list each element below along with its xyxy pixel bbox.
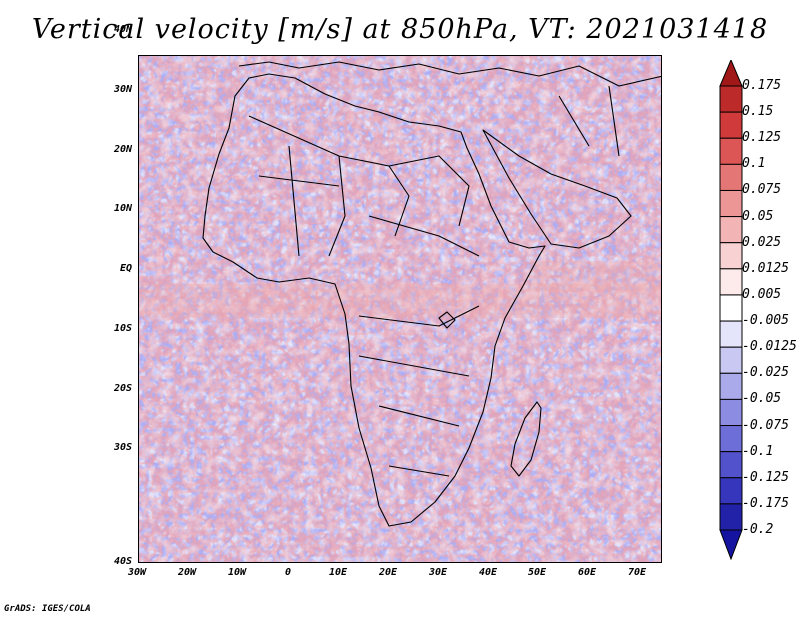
map-panel (138, 55, 662, 563)
colorbar-cell (719, 529, 743, 560)
colorbar-cell (719, 268, 743, 296)
lon-label: 10W (227, 567, 247, 578)
colorbar-cell (719, 189, 743, 218)
colorbar-label: -0.125 (742, 469, 789, 485)
lon-label: 50E (527, 567, 547, 578)
colorbar-cell (719, 137, 743, 165)
colorbar-cell (719, 60, 743, 87)
map-field (139, 56, 661, 562)
africa-coastline (202, 73, 546, 527)
europe-coastline (238, 61, 661, 87)
madagascar-outline (510, 401, 542, 477)
footer-credit: GrADS: IGES/COLA (4, 604, 91, 614)
colorbar-cell (719, 294, 743, 322)
country-borders (248, 85, 620, 477)
colorbar-label: 0.05 (742, 208, 774, 224)
colorbar-label: 0.075 (742, 182, 782, 198)
colorbar-label: 0.1 (742, 156, 766, 172)
colorbar-label: -0.175 (742, 495, 789, 511)
colorbar-cell (719, 111, 743, 139)
lon-label: 60E (577, 567, 597, 578)
colorbar-label: -0.05 (742, 391, 782, 407)
colorbar-label: -0.005 (742, 313, 789, 329)
colorbar-cell (719, 85, 743, 113)
colorbar-label: 0.125 (742, 130, 782, 146)
colorbar-cell (719, 242, 743, 270)
colorbar-label: -0.0125 (742, 339, 797, 355)
colorbar-cell (719, 163, 743, 191)
lat-label: 30S (113, 442, 132, 453)
colorbar-label: 0.005 (742, 286, 782, 302)
colorbar-cell (719, 477, 743, 505)
colorbar-cell (719, 320, 743, 348)
lon-label: 30E (428, 567, 448, 578)
colorbar-cell (719, 503, 743, 531)
colorbar-cell (719, 451, 743, 479)
colorbar-label: -0.1 (742, 443, 774, 459)
colorbar-label: -0.2 (742, 522, 774, 537)
lon-label: 30W (127, 567, 147, 578)
colorbar-cell (719, 372, 743, 400)
lat-label: 20N (113, 144, 132, 155)
colorbar-label: 0.0125 (742, 260, 789, 276)
colorbar-label: 0.025 (742, 234, 782, 250)
colorbar-cell (719, 398, 743, 427)
lat-label: 40N (113, 24, 132, 35)
lake-victoria (438, 311, 456, 329)
colorbar-label: -0.075 (742, 417, 789, 433)
lat-label: 10S (113, 323, 132, 334)
colorbar (719, 60, 743, 560)
lat-label: 40S (113, 556, 132, 567)
lon-label: 0 (284, 567, 292, 578)
colorbar-cell (719, 425, 743, 453)
lon-label: 70E (627, 567, 647, 578)
lat-label: EQ (119, 263, 132, 274)
lon-label: 10E (328, 567, 348, 578)
map-title: Vertical velocity [m/s] at 850hPa, VT: 2… (31, 14, 769, 45)
lon-label: 20W (177, 567, 197, 578)
lon-label: 40E (478, 567, 498, 578)
lat-label: 10N (113, 203, 132, 214)
arabia-outline (482, 129, 632, 249)
colorbar-label: -0.025 (742, 365, 789, 381)
colorbar-label: 0.175 (742, 78, 782, 93)
lon-label: 20E (378, 567, 398, 578)
lat-label: 30N (113, 84, 132, 95)
colorbar-cell (719, 346, 743, 374)
colorbar-cell (719, 216, 743, 244)
lat-label: 20S (113, 383, 132, 394)
colorbar-label: 0.15 (742, 104, 774, 120)
